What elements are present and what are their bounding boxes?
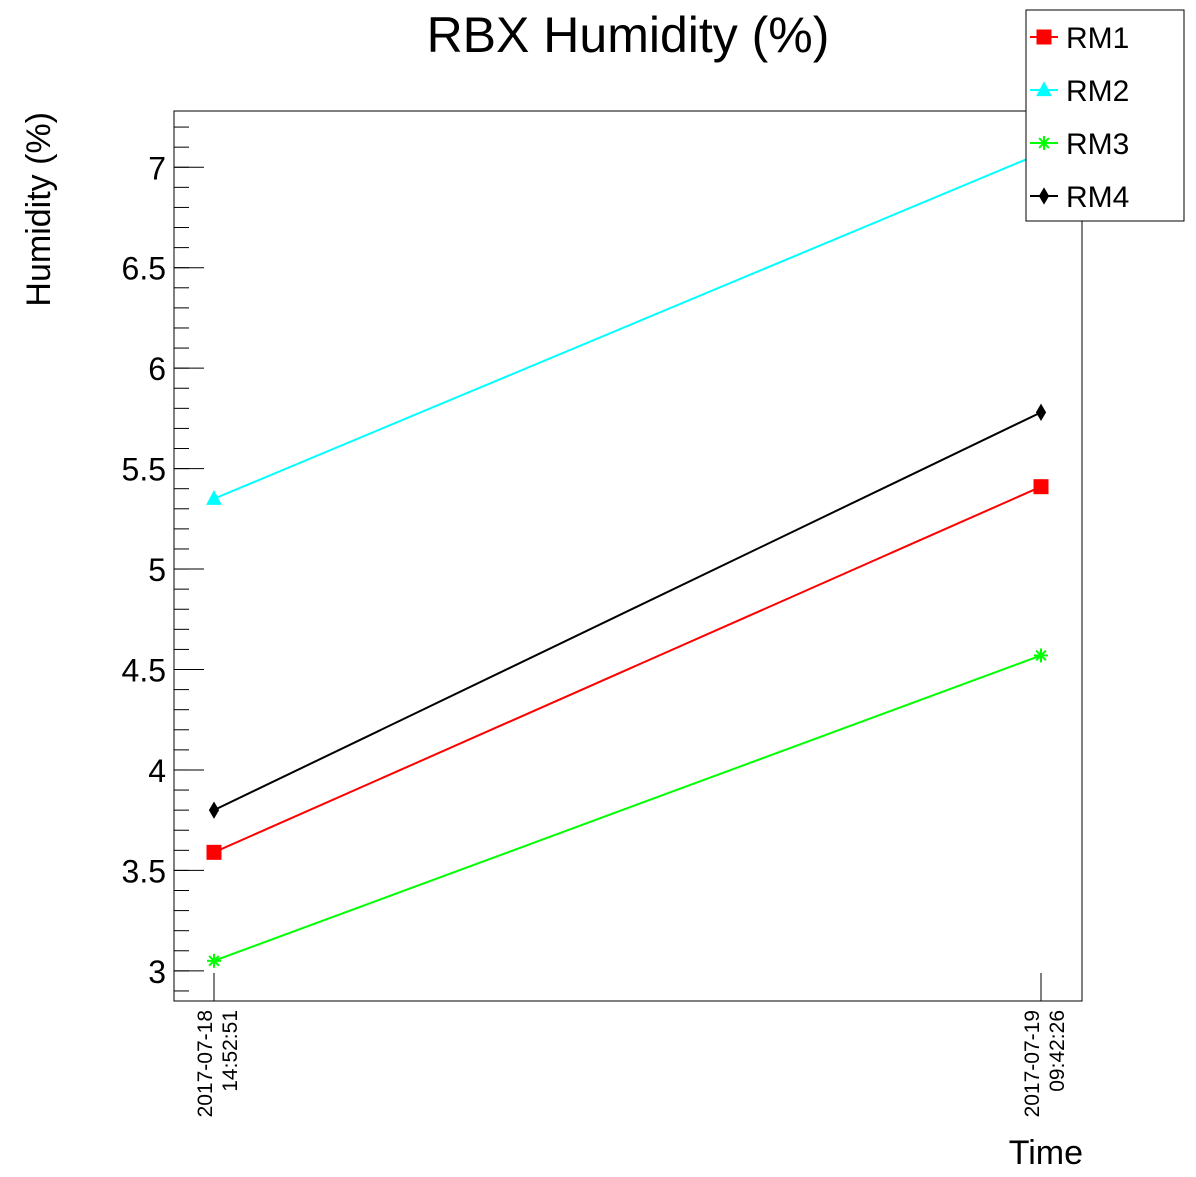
legend-label: RM4 [1066, 181, 1129, 214]
square-marker [1033, 479, 1049, 495]
series-line [213, 152, 1042, 500]
chart-title: RBX Humidity (%) [427, 7, 830, 63]
x-tick-label-date: 2017-07-19 [1021, 1010, 1044, 1117]
series-rm2 [206, 144, 1049, 505]
legend: RM1 RM2 RM3 RM4 [1025, 9, 1185, 222]
y-tick-label: 3 [148, 954, 166, 990]
x-tick-label-time: 09:42:26 [1046, 1010, 1069, 1092]
y-tick-label: 7 [148, 150, 166, 186]
x-axis-label: Time [1009, 1134, 1083, 1172]
diamond-marker [1038, 187, 1050, 205]
x-tick-label-date: 2017-07-18 [194, 1010, 217, 1117]
series-rm4 [208, 403, 1047, 819]
y-tick-label: 3.5 [122, 853, 166, 889]
series-line [213, 654, 1042, 962]
y-tick-label: 6 [148, 351, 166, 387]
series-layer [206, 144, 1049, 968]
y-tick-label: 5 [148, 552, 166, 588]
legend-entry-rm4: RM4 [1030, 181, 1129, 214]
star-marker [207, 953, 221, 968]
legend-box [1025, 9, 1185, 222]
square-marker [1036, 29, 1052, 45]
series-line [213, 485, 1042, 854]
y-tick-label: 5.5 [122, 452, 166, 488]
triangle-marker [1036, 81, 1052, 97]
x-tick-label: 2017-07-19 09:42:26 [1021, 1010, 1069, 1117]
legend-label: RM2 [1066, 75, 1129, 108]
star-marker [1037, 136, 1051, 150]
y-axis-label: Humidity (%) [20, 112, 58, 307]
legend-label: RM1 [1066, 22, 1129, 55]
series-line [213, 411, 1042, 812]
legend-entry-rm1: RM1 [1030, 22, 1129, 55]
x-tick-label-time: 14:52:51 [219, 1010, 242, 1092]
y-tick-label: 4 [148, 753, 166, 789]
legend-label: RM3 [1066, 128, 1129, 161]
legend-entry-rm2: RM2 [1030, 75, 1129, 108]
y-tick-label: 4.5 [122, 653, 166, 689]
diamond-marker [208, 801, 220, 819]
plot-frame [173, 110, 1083, 1002]
triangle-marker [206, 489, 222, 505]
series-rm3 [207, 648, 1048, 968]
x-tick-label: 2017-07-18 14:52:51 [194, 1010, 242, 1117]
star-marker [1034, 648, 1048, 663]
square-marker [206, 844, 222, 860]
y-tick-label: 6.5 [122, 251, 166, 287]
legend-entry-rm3: RM3 [1030, 128, 1129, 161]
diamond-marker [1035, 403, 1047, 422]
series-rm1 [206, 479, 1049, 860]
